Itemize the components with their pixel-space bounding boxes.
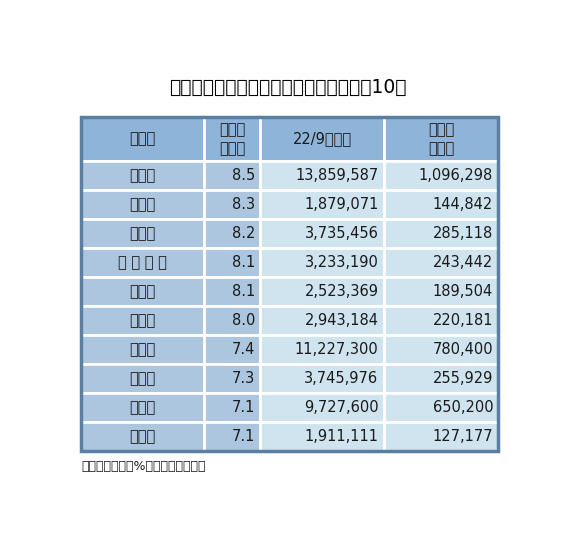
Text: 285,118: 285,118 [433, 226, 493, 241]
Bar [204, 277, 260, 306]
Bar [384, 306, 498, 335]
Text: 3,745,976: 3,745,976 [304, 371, 378, 386]
Text: 127,177: 127,177 [433, 429, 493, 444]
Text: 7.1: 7.1 [232, 400, 255, 415]
Text: 243,442: 243,442 [433, 255, 493, 270]
Text: 9,727,600: 9,727,600 [304, 400, 378, 415]
Bar [81, 393, 204, 422]
Bar [384, 335, 498, 364]
Bar [81, 422, 204, 451]
Text: 22/9期残高: 22/9期残高 [292, 132, 352, 147]
Bar [260, 190, 384, 219]
Bar [204, 393, 260, 422]
Bar [260, 161, 384, 190]
Bar [260, 219, 384, 248]
Bar [204, 306, 260, 335]
Text: 189,504: 189,504 [433, 284, 493, 299]
Bar [204, 364, 260, 393]
Text: 220,181: 220,181 [433, 313, 493, 328]
Bar [204, 219, 260, 248]
Text: 地域銀の流動性預金前期比増加率　上位10行: 地域銀の流動性預金前期比増加率 上位10行 [169, 78, 406, 96]
Text: 銀行名: 銀行名 [130, 132, 156, 147]
Bar [384, 117, 498, 161]
Text: 780,400: 780,400 [433, 342, 493, 357]
Bar [260, 393, 384, 422]
Bar [260, 422, 384, 451]
Text: 前期比
増加率: 前期比 増加率 [219, 122, 245, 156]
Text: 8.1: 8.1 [232, 284, 255, 299]
Bar [260, 117, 384, 161]
Text: 3,233,190: 3,233,190 [305, 255, 378, 270]
Bar [81, 161, 204, 190]
Text: 1,911,111: 1,911,111 [305, 429, 378, 444]
Text: 1,879,071: 1,879,071 [304, 197, 378, 212]
Text: 8.2: 8.2 [232, 226, 255, 241]
Text: 11,227,300: 11,227,300 [295, 342, 378, 357]
Text: 2,943,184: 2,943,184 [305, 313, 378, 328]
Text: 7.1: 7.1 [232, 429, 255, 444]
Bar [384, 277, 498, 306]
Bar [81, 219, 204, 248]
Bar [384, 190, 498, 219]
Bar [384, 393, 498, 422]
Bar [81, 277, 204, 306]
Text: 横　浜: 横 浜 [130, 168, 156, 183]
Bar [260, 306, 384, 335]
Bar [81, 335, 204, 364]
Bar [81, 364, 204, 393]
Text: 琉　球: 琉 球 [130, 429, 156, 444]
Bar [384, 248, 498, 277]
Text: 13,859,587: 13,859,587 [295, 168, 378, 183]
Text: 8.3: 8.3 [232, 197, 255, 212]
Text: 大　分: 大 分 [130, 284, 156, 299]
Text: 650,200: 650,200 [433, 400, 493, 415]
Bar [204, 335, 260, 364]
Text: 千　葉: 千 葉 [130, 342, 156, 357]
Bar [384, 422, 498, 451]
Bar [81, 117, 498, 451]
Text: 8.0: 8.0 [232, 313, 255, 328]
Text: 255,929: 255,929 [433, 371, 493, 386]
Text: 8.1: 8.1 [232, 255, 255, 270]
Text: 3,735,456: 3,735,456 [305, 226, 378, 241]
Bar [384, 161, 498, 190]
Bar [260, 248, 384, 277]
Bar [260, 277, 384, 306]
Text: 8.5: 8.5 [232, 168, 255, 183]
Bar [204, 422, 260, 451]
Bar [384, 219, 498, 248]
Bar [81, 248, 204, 277]
Text: 1,096,298: 1,096,298 [419, 168, 493, 183]
Bar [204, 161, 260, 190]
Text: 7.4: 7.4 [232, 342, 255, 357]
Bar [81, 117, 204, 161]
Text: 百　五: 百 五 [130, 226, 156, 241]
Text: 2,523,369: 2,523,369 [305, 284, 378, 299]
Text: 福　岡: 福 岡 [130, 400, 156, 415]
Text: 144,842: 144,842 [433, 197, 493, 212]
Text: 肥　後: 肥 後 [130, 371, 156, 386]
Text: 北　国: 北 国 [130, 313, 156, 328]
Bar [81, 190, 204, 219]
Bar [260, 364, 384, 393]
Text: 前期比
増加額: 前期比 増加額 [428, 122, 454, 156]
Bar [204, 117, 260, 161]
Bar [204, 190, 260, 219]
Bar [384, 364, 498, 393]
Text: 単位：百万円、%、期中平残ベース: 単位：百万円、%、期中平残ベース [81, 460, 205, 473]
Bar [260, 335, 384, 364]
Text: 山 陰 合 同: 山 陰 合 同 [118, 255, 167, 270]
Bar [204, 248, 260, 277]
Text: 7.3: 7.3 [232, 371, 255, 386]
Bar [81, 306, 204, 335]
Text: 沖　縄: 沖 縄 [130, 197, 156, 212]
